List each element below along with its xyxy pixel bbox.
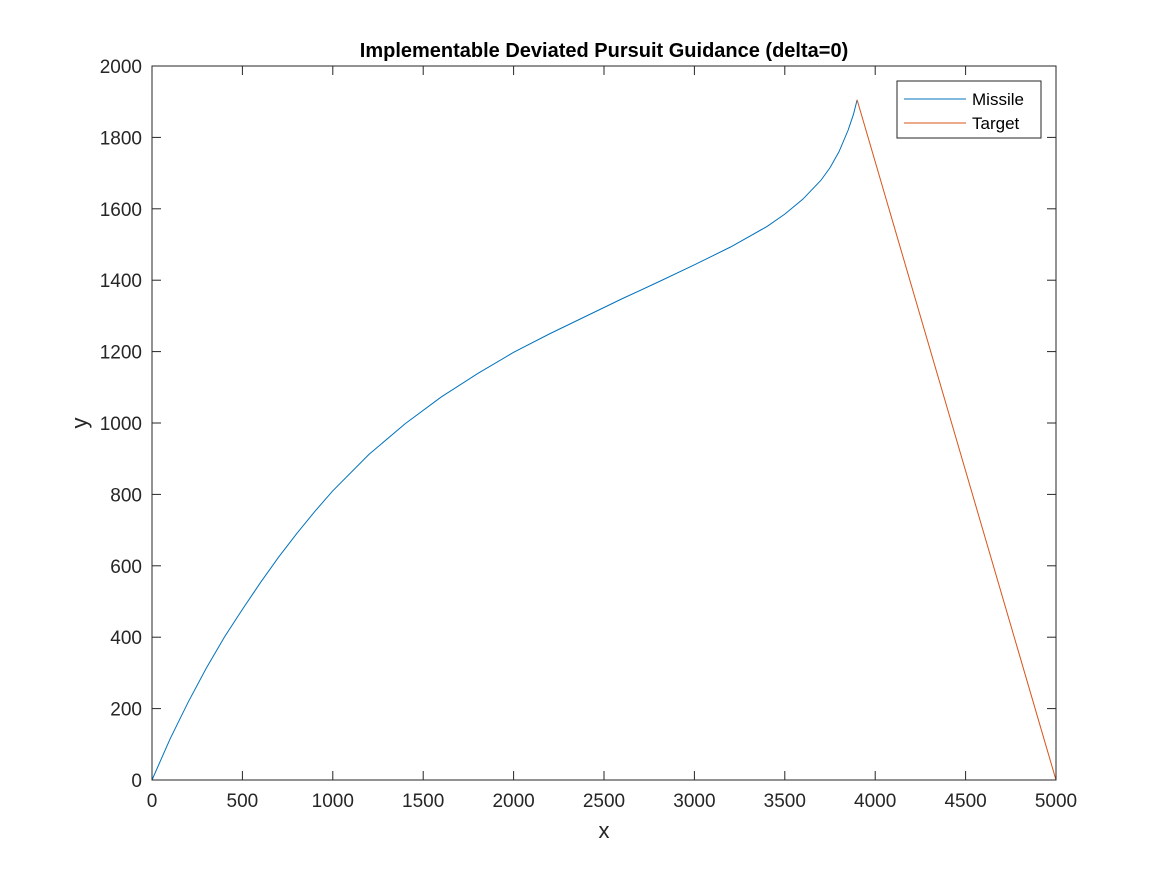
x-tick-label: 500 bbox=[227, 791, 259, 812]
x-tick-label: 3000 bbox=[673, 791, 715, 812]
x-tick-label: 2000 bbox=[492, 791, 534, 812]
series-layer bbox=[151, 99, 1057, 781]
chart-title: Implementable Deviated Pursuit Guidance … bbox=[360, 40, 848, 62]
legend: Missile Target bbox=[896, 80, 1042, 139]
y-tick-label: 800 bbox=[110, 485, 142, 506]
legend-label-target: Target bbox=[972, 114, 1020, 133]
y-axis-label: y bbox=[67, 418, 92, 429]
series-line-target bbox=[856, 99, 1057, 781]
y-tick-label: 1200 bbox=[100, 343, 142, 364]
ticks-layer: 0 500 1000 1500 2000 2500 3000 3500 4000 4500 5000… bbox=[100, 57, 1077, 812]
x-axis-label: x bbox=[599, 818, 610, 843]
y-tick-label: 1400 bbox=[100, 271, 142, 292]
plot-area bbox=[152, 66, 1056, 780]
series-line-missile bbox=[151, 99, 858, 781]
y-tick-label: 1600 bbox=[100, 200, 142, 221]
x-tick-label: 0 bbox=[147, 791, 158, 812]
x-tick-label: 4500 bbox=[944, 791, 986, 812]
x-tick-label: 1500 bbox=[402, 791, 444, 812]
x-tick-label: 4000 bbox=[854, 791, 896, 812]
legend-box bbox=[896, 80, 1042, 139]
x-tick-label: 2500 bbox=[583, 791, 625, 812]
x-tick-label: 5000 bbox=[1035, 791, 1077, 812]
y-tick-label: 2000 bbox=[100, 57, 142, 78]
y-tick-label: 200 bbox=[110, 700, 142, 721]
legend-label-missile: Missile bbox=[972, 90, 1024, 109]
x-tick-label: 3500 bbox=[764, 791, 806, 812]
y-tick-label: 1000 bbox=[100, 414, 142, 435]
x-tick-label: 1000 bbox=[312, 791, 354, 812]
y-tick-label: 0 bbox=[131, 771, 142, 792]
y-tick-label: 400 bbox=[110, 628, 142, 649]
y-tick-label: 1800 bbox=[100, 128, 142, 149]
y-tick-label: 600 bbox=[110, 557, 142, 578]
